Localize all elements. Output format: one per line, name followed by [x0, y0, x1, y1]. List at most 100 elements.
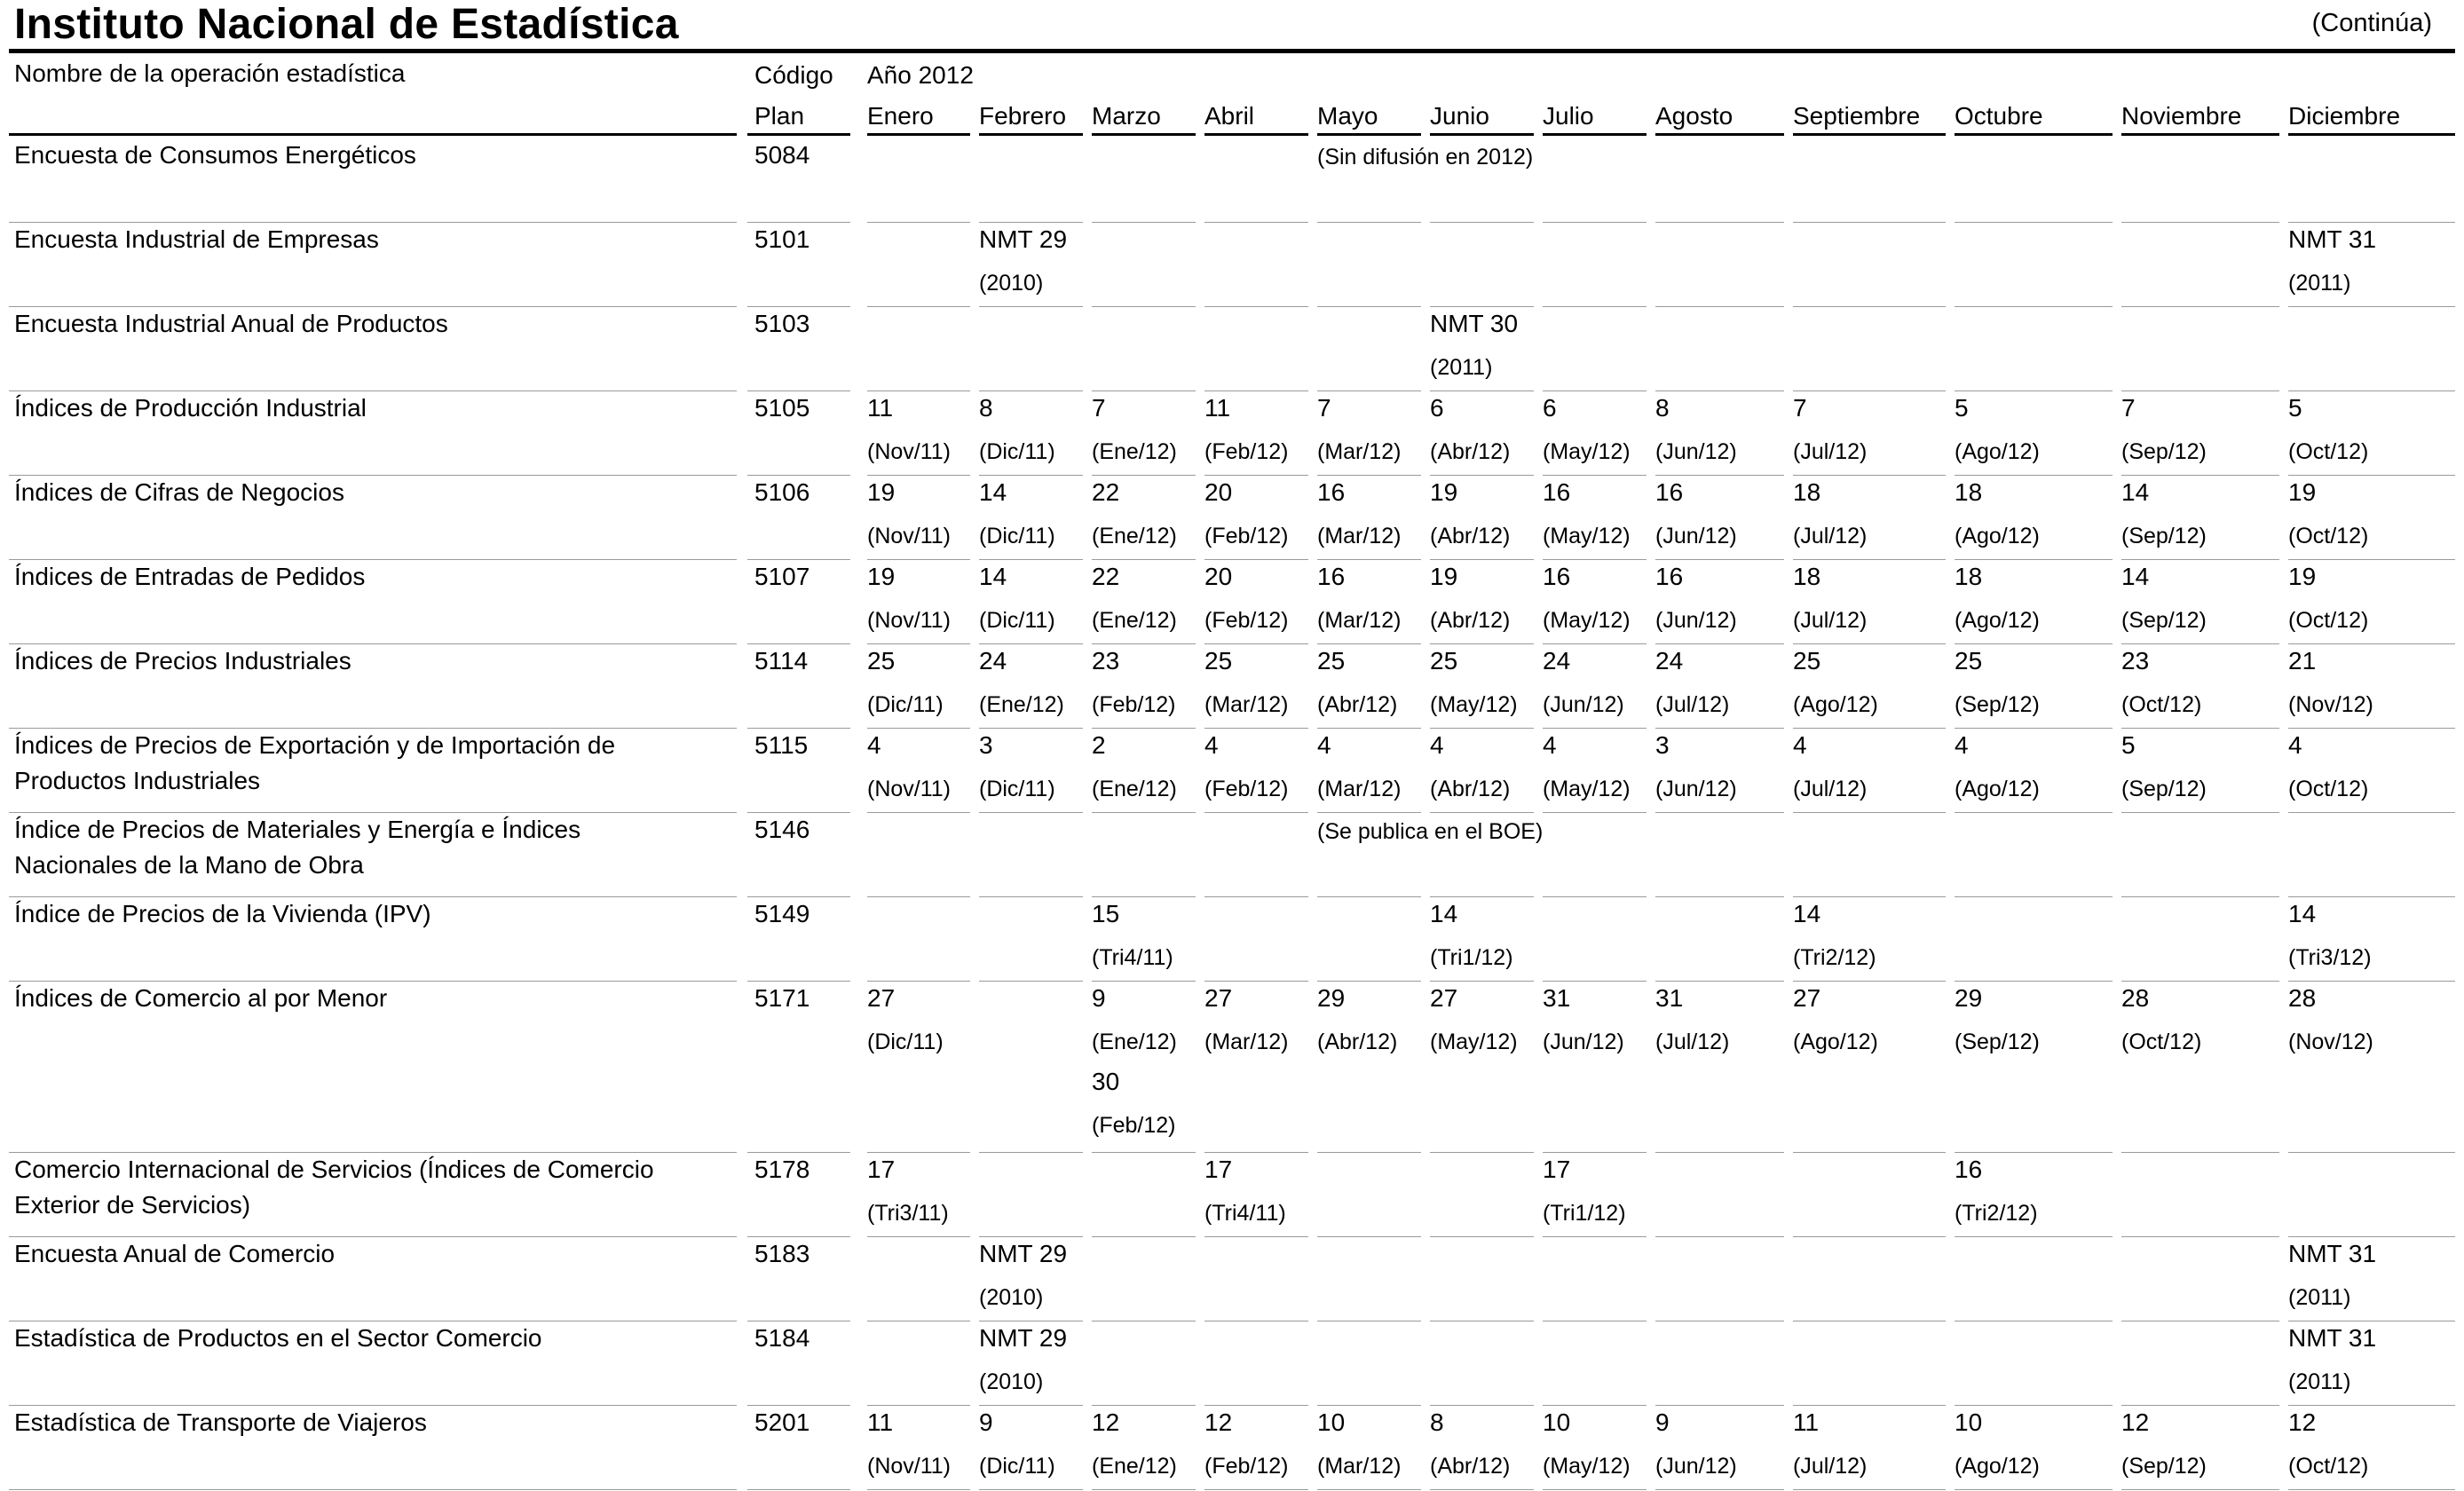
- header-rule: [9, 133, 737, 136]
- row-divider: [1092, 643, 1196, 644]
- continued-label: (Continúa): [2311, 9, 2432, 37]
- reference-period: (May/12): [1430, 1030, 1518, 1054]
- reference-period: (Mar/12): [1317, 1454, 1402, 1479]
- release-day: NMT 31: [2288, 1240, 2377, 1267]
- reference-period: (Nov/11): [867, 608, 952, 633]
- row-divider: [1655, 728, 1784, 729]
- reference-period: (Dic/11): [979, 608, 1055, 633]
- row-divider: [979, 1152, 1083, 1153]
- row-divider: [1430, 306, 1534, 307]
- row-divider: [1655, 1236, 1784, 1237]
- row-divider: [2121, 812, 2279, 813]
- row-divider: [867, 728, 970, 729]
- release-day: 16: [1655, 478, 1684, 506]
- release-day: 19: [867, 478, 896, 506]
- row-divider: [1955, 812, 2113, 813]
- release-day: 17: [1204, 1156, 1233, 1183]
- reference-period: (Oct/12): [2288, 439, 2369, 464]
- row-divider: [1317, 812, 1421, 813]
- row-divider: [979, 812, 1083, 813]
- row-divider: [979, 643, 1083, 644]
- reference-period: (Ene/12): [1092, 524, 1177, 548]
- publication-note: (Sin difusión en 2012): [1317, 145, 1534, 170]
- row-divider: [1793, 981, 1946, 982]
- release-day: 4: [1955, 731, 1969, 759]
- release-day: 27: [1204, 984, 1233, 1012]
- release-day: NMT 29: [979, 1324, 1068, 1352]
- reference-period: (Ene/12): [1092, 1030, 1177, 1054]
- row-divider: [1543, 390, 1647, 391]
- row-divider: [2288, 1152, 2455, 1153]
- release-day: NMT 29: [979, 225, 1068, 253]
- row-divider: [9, 559, 737, 560]
- operation-name: Nacionales de la Mano de Obra: [14, 851, 364, 879]
- row-divider: [1430, 643, 1534, 644]
- reference-period: (Feb/12): [1092, 692, 1176, 717]
- row-divider: [9, 812, 737, 813]
- row-divider: [1092, 306, 1196, 307]
- reference-period: (Abr/12): [1430, 608, 1511, 633]
- reference-period: (Tri3/12): [2288, 945, 2372, 970]
- reference-period: (May/12): [1543, 439, 1631, 464]
- release-day: 12: [1204, 1408, 1233, 1436]
- release-day: 25: [1793, 647, 1821, 674]
- row-divider: [747, 643, 850, 644]
- reference-period: (Tri4/11): [1204, 1201, 1286, 1226]
- row-divider: [1092, 475, 1196, 476]
- operation-name: Índices de Cifras de Negocios: [14, 478, 344, 506]
- release-day: 7: [2121, 394, 2136, 422]
- operation-name: Estadística de Productos en el Sector Co…: [14, 1324, 542, 1352]
- release-day: 17: [1543, 1156, 1571, 1183]
- row-divider: [2288, 643, 2455, 644]
- release-day: 24: [1543, 647, 1571, 674]
- release-day: 2: [1092, 731, 1106, 759]
- operation-name: Índice de Precios de Materiales y Energí…: [14, 816, 581, 843]
- release-day: 18: [1793, 478, 1821, 506]
- row-divider: [1430, 728, 1534, 729]
- reference-period: (May/12): [1543, 524, 1631, 548]
- release-day: 5: [2121, 731, 2136, 759]
- release-day: 11: [1793, 1408, 1820, 1436]
- header-rule: [2288, 133, 2455, 136]
- release-day: 6: [1430, 394, 1444, 422]
- reference-period: (Ago/12): [1793, 692, 1878, 717]
- reference-period: (Dic/11): [979, 777, 1055, 801]
- operation-name: Índice de Precios de la Vivienda (IPV): [14, 900, 431, 927]
- release-day: 27: [1793, 984, 1821, 1012]
- reference-period: (Abr/12): [1430, 439, 1511, 464]
- release-day: 29: [1955, 984, 1983, 1012]
- row-divider: [1543, 1236, 1647, 1237]
- reference-period: (Nov/11): [867, 1454, 952, 1479]
- row-divider: [2121, 475, 2279, 476]
- reference-period: (Jun/12): [1655, 524, 1737, 548]
- row-divider: [2288, 981, 2455, 982]
- row-divider: [9, 896, 737, 897]
- row-divider: [1092, 1236, 1196, 1237]
- column-header-name: Nombre de la operación estadística: [14, 59, 406, 87]
- row-divider: [2121, 728, 2279, 729]
- row-divider: [979, 559, 1083, 560]
- row-divider: [1430, 981, 1534, 982]
- operation-name: Estadística de Transporte de Viajeros: [14, 1408, 427, 1436]
- column-header-month: Mayo: [1317, 102, 1378, 130]
- reference-period: (Oct/12): [2288, 524, 2369, 548]
- release-day: NMT 31: [2288, 1324, 2377, 1352]
- row-divider: [2121, 306, 2279, 307]
- row-divider: [9, 306, 737, 307]
- release-day: 22: [1092, 478, 1120, 506]
- release-day: 3: [979, 731, 993, 759]
- release-day: 8: [979, 394, 993, 422]
- row-divider: [9, 1489, 737, 1490]
- release-day: 14: [1430, 900, 1458, 927]
- operation-code: 5201: [754, 1408, 810, 1436]
- row-divider: [1317, 643, 1421, 644]
- row-divider: [867, 1489, 970, 1490]
- release-day: 25: [1430, 647, 1458, 674]
- row-divider: [1955, 1405, 2113, 1406]
- row-divider: [747, 896, 850, 897]
- reference-period: (Jul/12): [1655, 1030, 1730, 1054]
- reference-period: (2010): [979, 1285, 1044, 1310]
- row-divider: [1092, 981, 1196, 982]
- row-divider: [1543, 475, 1647, 476]
- row-divider: [1655, 559, 1784, 560]
